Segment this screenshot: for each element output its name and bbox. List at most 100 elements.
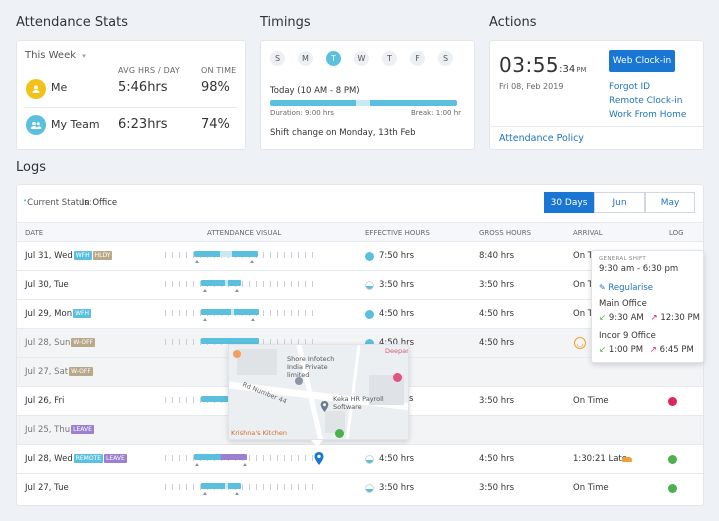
late-icon — [622, 457, 632, 462]
day-sunday[interactable]: S — [270, 51, 285, 66]
team-on-time: 74% — [201, 117, 230, 132]
period-label: This Week — [25, 50, 77, 61]
day-monday[interactable]: M — [298, 51, 313, 66]
remote-clock-in-link[interactable]: Remote Clock-in — [609, 96, 683, 106]
day-friday[interactable]: F — [410, 51, 425, 66]
regularise-label: Regularise — [608, 283, 654, 293]
food-marker-icon — [233, 350, 241, 358]
full-circle-icon — [365, 252, 374, 261]
tab-30-days[interactable]: 30 Days — [544, 192, 594, 213]
me-label: Me — [51, 81, 68, 94]
clock: 03:55:34PM — [499, 53, 587, 77]
shift-change-text: Shift change on Monday, 13th Feb — [270, 128, 416, 138]
work-from-home-link[interactable]: Work From Home — [609, 110, 687, 120]
marker-icon — [243, 463, 247, 466]
gross-hours: 8:40 hrs — [479, 251, 515, 261]
gross-hours: 3:50 hrs — [479, 396, 515, 406]
holiday-badge: HLDY — [92, 251, 113, 260]
wfh-badge: WFH — [73, 309, 92, 318]
actions-card: 03:55:34PM Fri 08, Feb 2019 Web Clock-in… — [489, 40, 704, 150]
smiley-icon: ◡ — [574, 337, 586, 349]
clock-in-time: 9:30 AM — [608, 313, 644, 323]
clock-seconds: :34 — [559, 64, 576, 75]
marker-icon — [203, 318, 207, 321]
break-segment — [225, 280, 228, 286]
clock-out-time: 6:45 PM — [659, 345, 694, 355]
clock-in-time: 1:00 PM — [608, 345, 644, 355]
map-label-kitchen: Krishna's Kitchen — [231, 429, 288, 437]
clock-ampm: PM — [576, 66, 587, 74]
weekly-off-badge: W-OFF — [71, 338, 96, 347]
map-label-shore: Shore Infotech India Private limited — [287, 355, 335, 379]
header-log: LOG — [669, 229, 684, 237]
marker-icon — [203, 492, 207, 495]
marker-icon — [235, 289, 239, 292]
park-marker-icon — [335, 429, 344, 438]
wfh-badge: WFH — [73, 251, 92, 260]
check-icon[interactable] — [668, 484, 677, 493]
table-row[interactable]: Jul 31, Wed WFH HLDY 7:50 hrs 8:40 hrs On … — [17, 241, 703, 270]
logs-title: Logs — [16, 160, 46, 175]
shift-time: 9:30 am - 6:30 pm — [599, 264, 679, 274]
shift-popover: GENERAL SHIFT 9:30 am - 6:30 pm ✎ Regula… — [591, 250, 704, 363]
clock-in-arrow-icon: ↙ — [599, 345, 607, 355]
forgot-id-link[interactable]: Forgot ID — [609, 82, 651, 92]
check-icon[interactable] — [668, 455, 677, 464]
team-avg-hours: 6:23hrs — [118, 117, 168, 132]
clock-in-arrow-icon: ↙ — [599, 313, 607, 323]
remote-badge: REMOTE — [73, 454, 104, 463]
attendance-policy-link[interactable]: Attendance Policy — [499, 133, 584, 144]
header-date: DATE — [25, 229, 44, 237]
divider — [490, 126, 703, 127]
marker-icon — [251, 318, 255, 321]
user-avatar-icon — [26, 79, 46, 99]
attendance-bar — [201, 396, 241, 402]
map-popover[interactable]: Shore Infotech India Private limited Rd … — [228, 344, 409, 440]
gross-hours: 4:50 hrs — [479, 338, 515, 348]
table-row[interactable]: Jul 30, Tue 3:50 hrs 3:50 hrs On Ti — [17, 270, 703, 299]
row-date: Jul 26, Fri — [25, 396, 65, 406]
me-avg-hours: 5:46hrs — [118, 80, 168, 95]
marker-icon — [203, 289, 207, 292]
effective-hours: 4:50 hrs — [379, 338, 415, 348]
half-circle-icon — [365, 455, 374, 464]
effective-hours: 3:50 hrs — [379, 483, 415, 493]
actions-title: Actions — [489, 15, 537, 30]
tab-may[interactable]: May — [645, 192, 695, 213]
day-wednesday[interactable]: W — [354, 51, 369, 66]
divider — [25, 107, 237, 108]
arrival: On Ti — [573, 309, 596, 319]
table-row[interactable]: Jul 27, Tue 3:50 hrs 3:50 hrs On Time — [17, 473, 703, 502]
effective-hours: 7:50 hrs — [379, 251, 415, 261]
period-dropdown[interactable]: This Week ▾ — [25, 50, 86, 61]
web-clock-in-button[interactable]: Web Clock-in — [609, 50, 675, 72]
weekly-off-badge: W-OFF — [69, 367, 93, 376]
leave-badge: LEAVE — [104, 454, 127, 463]
table-row[interactable]: Jul 29, Mon WFH 4:50 hrs 4:50 hrs On Ti — [17, 299, 703, 328]
row-date: Jul 29, Mon — [25, 309, 73, 319]
full-circle-icon — [365, 339, 374, 348]
shift-label: GENERAL SHIFT — [599, 256, 647, 262]
map-label-deepan: Deepan — [385, 347, 409, 355]
break-text: Break: 1:00 hr — [411, 109, 462, 117]
day-tuesday[interactable]: T — [326, 51, 341, 66]
effective-hours-partial: s — [409, 394, 414, 404]
status-value: In Office — [81, 198, 118, 208]
location-times: ↙ 9:30 AM ↗ 12:30 PM — [599, 313, 700, 323]
day-saturday[interactable]: S — [438, 51, 453, 66]
chevron-down-icon: ▾ — [82, 52, 86, 60]
gross-hours: 3:50 hrs — [479, 280, 515, 290]
current-date: Fri 08, Feb 2019 — [499, 82, 564, 91]
attendance-bar — [201, 280, 241, 286]
alert-icon[interactable] — [668, 397, 677, 406]
today-timing: Today (10 AM - 8 PM) — [270, 86, 360, 96]
table-row[interactable]: Jul 28, Wed REMOTE LEAVE 4:50 hrs 4:50 hrs… — [17, 444, 703, 473]
row-date: Jul 28, Wed — [25, 454, 73, 464]
tab-jun[interactable]: Jun — [594, 192, 645, 213]
clock-out-time: 12:30 PM — [660, 313, 700, 323]
attendance-stats-card: This Week ▾ AVG HRS / DAY ON TIME Me 5:4… — [16, 40, 246, 150]
row-date: Jul 31, Wed — [25, 251, 73, 261]
regularise-link[interactable]: ✎ Regularise — [599, 283, 653, 293]
location-pin-icon[interactable] — [314, 452, 324, 467]
day-thursday[interactable]: T — [382, 51, 397, 66]
